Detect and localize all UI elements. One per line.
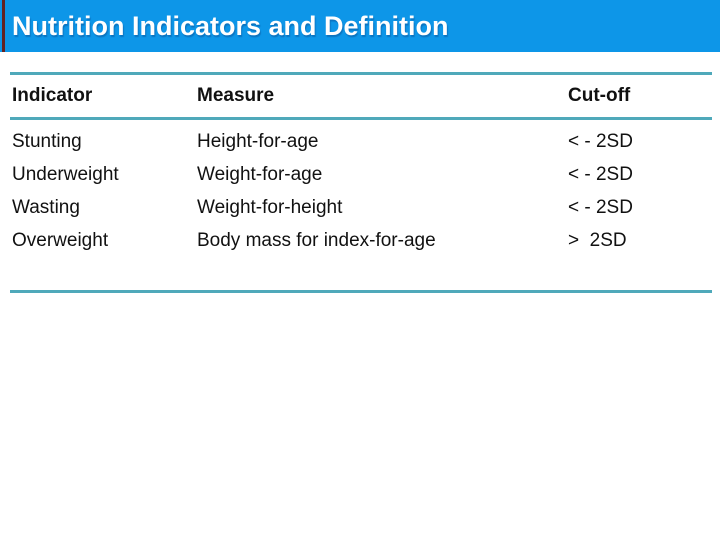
title-bar: Nutrition Indicators and Definition [0,0,720,52]
table-header-row: Indicator Measure Cut-off [10,75,712,117]
table-bottom-rule [10,290,712,293]
table-body: Stunting Height-for-age < - 2SD Underwei… [10,120,712,257]
table-row: Underweight Weight-for-age < - 2SD [10,158,712,191]
cell-cutoff: < - 2SD [568,197,633,218]
column-header-measure: Measure [197,85,275,106]
cell-measure: Body mass for index-for-age [197,230,436,251]
cell-measure: Height-for-age [197,131,319,152]
cell-indicator: Underweight [12,164,119,185]
table-row: Wasting Weight-for-height < - 2SD [10,191,712,224]
cell-cutoff: < - 2SD [568,164,633,185]
table-top-rule [10,72,712,75]
column-header-cutoff: Cut-off [568,85,631,106]
cell-indicator: Wasting [12,197,80,218]
table-header-rule [10,117,712,120]
accent-stripe [2,0,5,52]
cell-indicator: Stunting [12,131,82,152]
slide-title: Nutrition Indicators and Definition [12,11,449,41]
table-row: Overweight Body mass for index-for-age >… [10,224,712,257]
nutrition-indicators-table: Indicator Measure Cut-off Stunting Heigh… [10,72,712,293]
cell-cutoff: < - 2SD [568,131,633,152]
cell-measure: Weight-for-height [197,197,343,218]
table-row: Stunting Height-for-age < - 2SD [10,125,712,158]
cell-measure: Weight-for-age [197,164,323,185]
cell-cutoff: > 2SD [568,230,627,251]
column-header-indicator: Indicator [12,85,93,106]
cell-indicator: Overweight [12,230,109,251]
